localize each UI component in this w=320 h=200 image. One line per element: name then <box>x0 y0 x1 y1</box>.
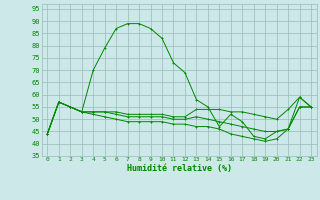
X-axis label: Humidité relative (%): Humidité relative (%) <box>127 164 232 173</box>
